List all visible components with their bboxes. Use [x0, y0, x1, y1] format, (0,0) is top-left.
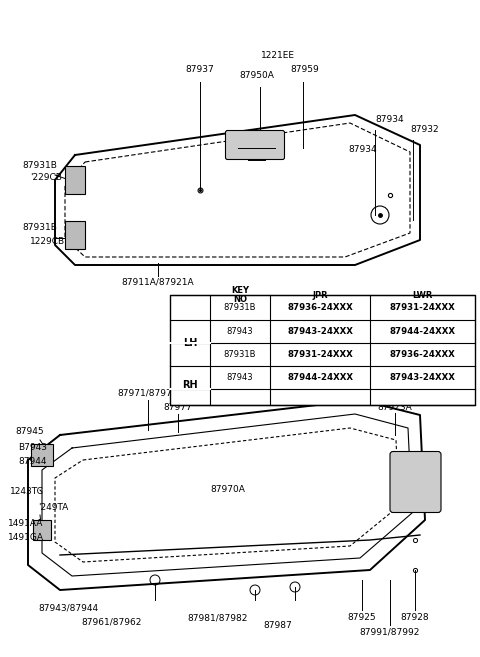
- Text: 87981/87982: 87981/87982: [188, 614, 248, 622]
- Text: 87943-24XXX: 87943-24XXX: [390, 373, 456, 382]
- Text: 87928: 87928: [401, 614, 429, 622]
- Text: 1221EE: 1221EE: [261, 51, 295, 60]
- Text: 1491GA: 1491GA: [8, 533, 44, 541]
- Text: 87944: 87944: [18, 457, 47, 466]
- Text: 87911A/87921A: 87911A/87921A: [122, 277, 194, 286]
- Text: 87943-24XXX: 87943-24XXX: [287, 327, 353, 336]
- Text: B7943: B7943: [18, 443, 47, 453]
- Text: 87961/87962: 87961/87962: [82, 618, 142, 627]
- Bar: [33, 520, 51, 540]
- Text: 87923A: 87923A: [378, 403, 412, 411]
- Text: LWR: LWR: [412, 290, 432, 300]
- Text: 87931B: 87931B: [22, 160, 57, 170]
- Text: 87931-24XXX: 87931-24XXX: [390, 303, 456, 312]
- Text: 87931B: 87931B: [22, 223, 57, 233]
- Text: KEY
NO: KEY NO: [231, 286, 249, 304]
- Text: 1229CB: 1229CB: [30, 237, 65, 246]
- Text: 87931-24XXX: 87931-24XXX: [287, 350, 353, 359]
- Text: 87937: 87937: [186, 66, 215, 74]
- Text: 87925: 87925: [348, 614, 376, 622]
- Text: 1491AA: 1491AA: [8, 520, 43, 528]
- FancyBboxPatch shape: [390, 451, 441, 512]
- Text: 87977: 87977: [164, 403, 192, 411]
- Text: 87943: 87943: [227, 373, 253, 382]
- Bar: [170, 295, 475, 405]
- Text: 87950A: 87950A: [240, 70, 275, 79]
- Text: 87934: 87934: [375, 116, 404, 124]
- Text: 87991/87992: 87991/87992: [360, 627, 420, 637]
- Text: 87944-24XXX: 87944-24XXX: [287, 373, 353, 382]
- Text: LH: LH: [183, 338, 197, 348]
- Text: '249TA: '249TA: [38, 503, 68, 512]
- Text: 1243TC: 1243TC: [10, 487, 44, 497]
- Text: 87943: 87943: [227, 327, 253, 336]
- Text: RH: RH: [182, 380, 198, 390]
- Text: JPR: JPR: [312, 290, 328, 300]
- Text: 87936-24XXX: 87936-24XXX: [390, 350, 456, 359]
- Bar: [31, 444, 53, 466]
- FancyBboxPatch shape: [226, 131, 285, 160]
- Text: 87931B: 87931B: [224, 350, 256, 359]
- Text: 87936-24XXX: 87936-24XXX: [287, 303, 353, 312]
- Text: 87945: 87945: [15, 428, 44, 436]
- Text: 87971/87972: 87971/87972: [118, 388, 178, 397]
- Text: 87944-24XXX: 87944-24XXX: [389, 327, 456, 336]
- Text: 87943/87944: 87943/87944: [38, 604, 98, 612]
- Text: 87932: 87932: [410, 125, 439, 135]
- Text: 87934: 87934: [348, 145, 377, 154]
- Text: 87931B: 87931B: [224, 303, 256, 312]
- Text: 87987: 87987: [264, 622, 292, 631]
- Text: 87959: 87959: [290, 66, 319, 74]
- Bar: [65, 166, 85, 194]
- Text: 87970A: 87970A: [211, 486, 245, 495]
- Text: '229CB: '229CB: [30, 173, 62, 183]
- Bar: [65, 221, 85, 249]
